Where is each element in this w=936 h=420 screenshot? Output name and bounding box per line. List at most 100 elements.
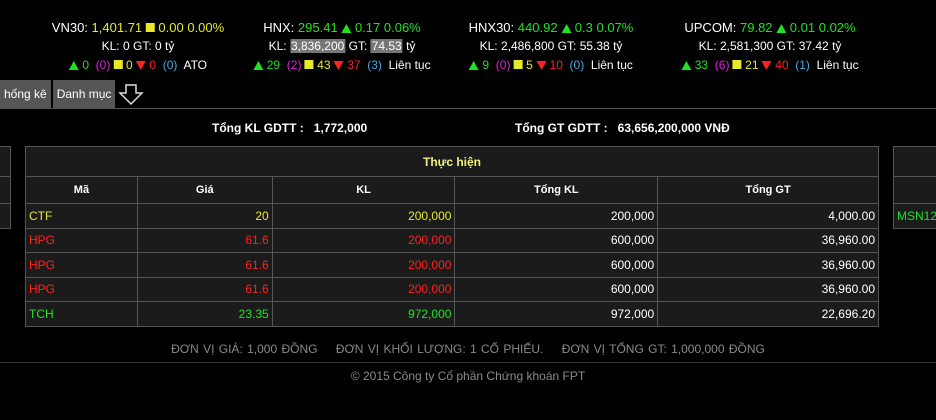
arrow-up-icon [469,61,480,70]
cell-gia: 61.6 [136,252,273,278]
index-volume: 2,486,800 [500,39,555,53]
cell-ma[interactable]: HPG [25,276,138,302]
ceiling-count: (0) [495,58,511,72]
index-2[interactable]: HNX30: 440.92 0.3 0.07% KL: 2,486,800 GT… [469,18,634,75]
cell-tong-gt: 36,960.00 [657,252,879,278]
index-change: 0.01 [789,20,816,35]
table-row[interactable]: CTF 20 200,000 200,000 4,000.00 [25,203,879,229]
kl-label: KL: [101,39,120,53]
unchanged: 0 [126,58,133,72]
ty-label: tỷ [832,39,842,53]
index-1[interactable]: HNX: 295.41 0.17 0.06% KL: 3,836,200 GT:… [253,18,431,75]
tab-watchlist[interactable]: Danh mục [52,80,116,109]
right-table: MSN12 [893,146,936,229]
arrow-up-icon [776,24,787,33]
cell-ma[interactable]: HPG [25,252,138,278]
cell-kl: 200,000 [271,227,456,253]
copyright: © 2015 Công ty Cổ phần Chứng khoán FPT [350,369,586,383]
index-pct: 0.00% [187,20,225,35]
cell-tong-gt: 22,696.20 [657,301,879,327]
floor-count: (3) [367,58,382,72]
square-icon [304,60,314,69]
arrow-down-icon [536,61,547,70]
cell-ma[interactable]: TCH [25,301,138,327]
floor-count: (1) [795,58,810,72]
index-name: VN30: [51,20,88,35]
unit-value: ĐƠN VỊ TỔNG GT: 1,000,000 ĐỒNG [561,342,765,356]
index-0[interactable]: VN30: 1,401.71 0.00 0.00% KL: 0 GT: 0 tỷ… [52,18,224,75]
advances: 29 [266,58,281,72]
col-tong-kl[interactable]: Tổng KL [454,176,659,204]
cell-kl: 200,000 [271,203,456,229]
index-valuegt: 74.53 [370,39,403,53]
floor-count: (0) [162,58,178,72]
table-row[interactable]: TCH 23.35 972,000 972,000 22,696.20 [25,301,879,327]
divider [0,108,936,109]
unchanged: 21 [745,58,759,72]
session-status: Liên tục [388,58,431,72]
units-note: ĐƠN VỊ GIÁ: 1,000 ĐỒNG ĐƠN VỊ KHỐI LƯỢNG… [0,342,936,356]
divider [0,362,936,363]
ceiling-count: (2) [286,58,302,72]
table-row[interactable]: HPG 61.6 200,000 600,000 36,960.00 [25,276,879,302]
advances: 9 [482,58,490,72]
index-pct: 0.02% [818,20,856,35]
cell-gia: 61.6 [136,276,273,302]
arrow-up-icon [561,24,572,33]
cell-ma[interactable]: HPG [25,227,138,253]
index-change: 0.00 [158,20,184,35]
square-icon [513,60,523,69]
gt-label: GT: [557,39,577,53]
table-row[interactable]: HPG 61.6 200,000 600,000 36,960.00 [25,227,879,253]
ceiling-count: (0) [95,58,111,72]
index-pct: 0.07% [596,20,634,35]
index-name: HNX30: [468,20,515,35]
gt-label: GT: [776,39,796,53]
cell-tong-gt: 36,960.00 [657,276,879,302]
declines: 40 [775,58,789,72]
session-status: Liên tục [590,58,633,72]
col-kl[interactable]: KL [271,176,456,204]
cell-tong-kl: 600,000 [454,252,659,278]
cell-tong-kl: 972,000 [454,301,659,327]
cell-kl: 972,000 [271,301,456,327]
index-valuegt: 37.42 [798,39,829,53]
gt-label: GT: [348,39,368,53]
kl-label: KL: [479,39,498,53]
unit-price: ĐƠN VỊ GIÁ: 1,000 ĐỒNG [171,342,318,356]
index-change: 0.3 [574,20,593,35]
arrow-up-icon [253,61,264,70]
arrow-down-icon [333,61,344,70]
index-volume: 3,836,200 [289,39,346,53]
tab-bar: hống kê Danh mục [0,80,147,109]
index-volume: 2,581,300 [719,39,774,53]
cell-tong-gt: 36,960.00 [657,227,879,253]
col-gia[interactable]: Giá [136,176,273,204]
put-through-table: Thực hiện Mã Giá KL Tổng KL Tổng GT CTF … [25,146,879,327]
session-status: ATO [183,58,208,72]
group-header: Thực hiện [25,146,879,177]
table-row[interactable]: HPG 61.6 200,000 600,000 36,960.00 [25,252,879,278]
cell-tong-kl: 600,000 [454,227,659,253]
unit-volume: ĐƠN VỊ KHỐI LƯỢNG: 1 CỔ PHIẾU. [335,342,544,356]
right-table-cell[interactable]: MSN12 [893,203,936,229]
cell-ma[interactable]: CTF [25,203,138,229]
index-value: 79.82 [740,20,773,35]
col-ma[interactable]: Mã [25,176,138,204]
index-3[interactable]: UPCOM: 79.82 0.01 0.02% KL: 2,581,300 GT… [681,18,859,75]
col-tong-gt[interactable]: Tổng GT [657,176,879,204]
declines: 37 [347,58,361,72]
cell-tong-gt: 4,000.00 [657,203,879,229]
index-valuegt: 0 [155,39,162,53]
index-name: UPCOM: [684,20,737,35]
total-volume: Tổng KL GDTT : 1,772,000 [212,121,368,135]
advances: 0 [82,58,89,72]
tab-statistics[interactable]: hống kê [0,80,51,109]
arrow-up-icon [681,61,692,70]
advances: 33 [694,58,709,72]
arrow-up-icon [68,61,79,70]
arrow-down-icon [761,61,772,70]
kl-label: KL: [268,39,287,53]
index-value: 440.92 [517,20,558,35]
arrow-down-icon[interactable] [117,80,147,109]
